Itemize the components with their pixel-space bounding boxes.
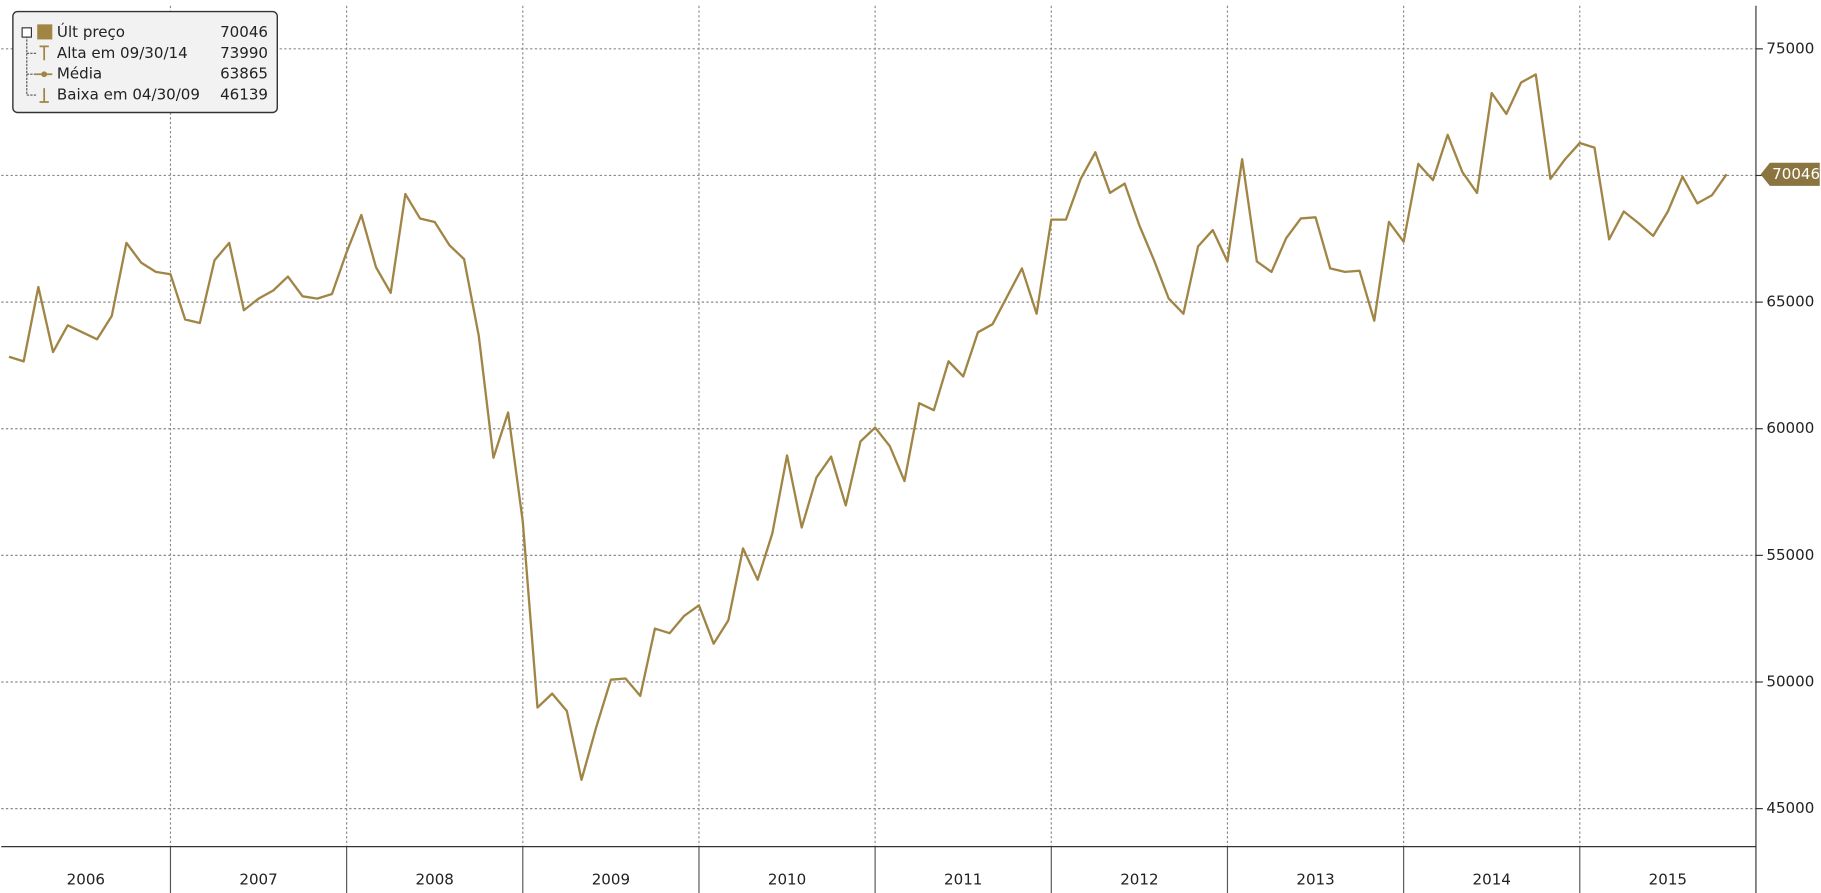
y-tick-label: 60000 [1766, 419, 1814, 437]
plot [8, 73, 1728, 781]
legend-box [12, 10, 278, 114]
x-tick-label: 2012 [1120, 871, 1158, 889]
y-tick-label: 75000 [1766, 39, 1814, 57]
legend-name: Baixa em 04/30/09 [57, 86, 200, 104]
legend-value: 63865 [220, 65, 268, 83]
x-tick-label: 2010 [768, 871, 806, 889]
legend-tree [26, 32, 37, 96]
legend-name: Média [57, 65, 102, 83]
last-price-tag [1760, 162, 1820, 186]
x-tick-label: 2008 [416, 871, 454, 889]
x-tick-label: 2013 [1296, 871, 1334, 889]
legend-high-icon [39, 45, 49, 61]
x-tick-label: 2006 [67, 871, 105, 889]
y-tick-label: 45000 [1766, 799, 1814, 817]
y-tick-label: 50000 [1766, 672, 1814, 690]
legend-value: 70046 [220, 23, 268, 41]
y-tick-label: 65000 [1766, 293, 1814, 311]
legend-low-icon [39, 88, 49, 103]
legend-collapse [21, 27, 32, 38]
legend-name: Últ preço [57, 22, 125, 41]
y-tick-label: 55000 [1766, 546, 1814, 564]
legend-name: Alta em 09/30/14 [57, 44, 188, 62]
legend-swatch [37, 24, 53, 40]
legend-value: 73990 [220, 44, 268, 62]
axes: 4500050000550006000065000700007500020062… [1, 5, 1820, 893]
price-line [8, 73, 1728, 781]
grid [1, 5, 1756, 847]
x-tick-label: 2009 [592, 871, 630, 889]
legend-mean-dot [41, 71, 48, 78]
x-tick-label: 2011 [944, 871, 982, 889]
x-tick-label: 2015 [1649, 871, 1687, 889]
x-tick-label: 2007 [239, 871, 277, 889]
legend-value: 46139 [220, 86, 268, 104]
x-tick-label: 2014 [1473, 871, 1511, 889]
last-price-label: 70046 [1772, 165, 1820, 183]
legend: Últ preço 70046 Alta em 09/30/14 73990 Média… [12, 10, 278, 114]
